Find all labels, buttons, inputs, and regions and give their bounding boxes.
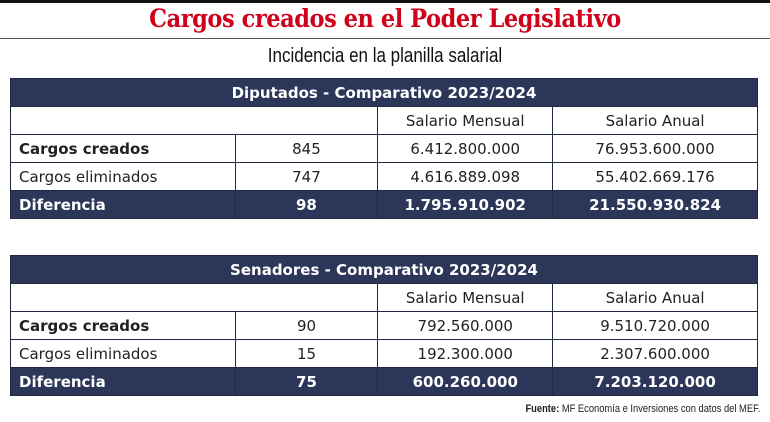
count-cell: 15 [234,339,379,368]
anual-cell: 55.402.669.176 [552,162,758,191]
anual-cell: 21.550.930.824 [552,190,758,219]
count-cell: 98 [234,190,379,219]
row-label: Cargos creados [10,311,236,340]
col-header-anual: Salario Anual [552,283,758,312]
mensual-cell: 792.560.000 [377,311,554,340]
row-label: Cargos eliminados [10,162,236,191]
col-header-anual: Salario Anual [552,106,758,135]
col-header-mensual: Salario Mensual [377,106,554,135]
source-note: Fuente: MF Economía e Inversiones con da… [525,403,760,415]
table-row: Cargos creados 845 6.412.800.000 76.953.600… [10,134,758,163]
empty-cell [9,283,379,312]
senadores-table: Senadores - Comparativo 2023/2024 Salari… [9,255,758,396]
count-cell: 90 [234,311,379,340]
diputados-table: Diputados - Comparativo 2023/2024 Salari… [9,78,758,219]
subtitle: Incidencia en la planilla salarial [267,45,503,67]
source-label: Fuente: [525,403,559,415]
anual-cell: 7.203.120.000 [552,367,758,396]
empty-cell [9,106,379,135]
row-label: Diferencia [10,367,236,396]
mensual-cell: 600.260.000 [377,367,554,396]
table-row: Cargos eliminados 15 192.300.000 2.307.600.… [10,339,758,368]
anual-cell: 9.510.720.000 [552,311,758,340]
mensual-cell: 1.795.910.902 [377,190,554,219]
col-header-mensual: Salario Mensual [377,283,554,312]
mensual-cell: 4.616.889.098 [377,162,554,191]
table-row: Cargos eliminados 747 4.616.889.098 55.402.… [10,162,758,191]
page-title: Cargos creados en el Poder Legislativo [149,4,621,33]
table-row-diferencia: Diferencia 98 1.795.910.902 21.550.930.824 [10,190,758,219]
top-bar [0,0,770,3]
table-heading: Senadores - Comparativo 2023/2024 [10,255,758,284]
table-row-diferencia: Diferencia 75 600.260.000 7.203.120.000 [10,367,758,396]
row-label: Diferencia [10,190,236,219]
anual-cell: 76.953.600.000 [552,134,758,163]
row-label: Cargos eliminados [10,339,236,368]
mensual-cell: 192.300.000 [377,339,554,368]
table-heading: Diputados - Comparativo 2023/2024 [10,78,758,107]
table-row: Cargos creados 90 792.560.000 9.510.720.000 [10,311,758,340]
divider [0,38,770,39]
row-label: Cargos creados [10,134,236,163]
count-cell: 845 [234,134,379,163]
count-cell: 747 [234,162,379,191]
count-cell: 75 [234,367,379,396]
source-text: MF Economía e Inversiones con datos del … [558,403,760,415]
anual-cell: 2.307.600.000 [552,339,758,368]
mensual-cell: 6.412.800.000 [377,134,554,163]
